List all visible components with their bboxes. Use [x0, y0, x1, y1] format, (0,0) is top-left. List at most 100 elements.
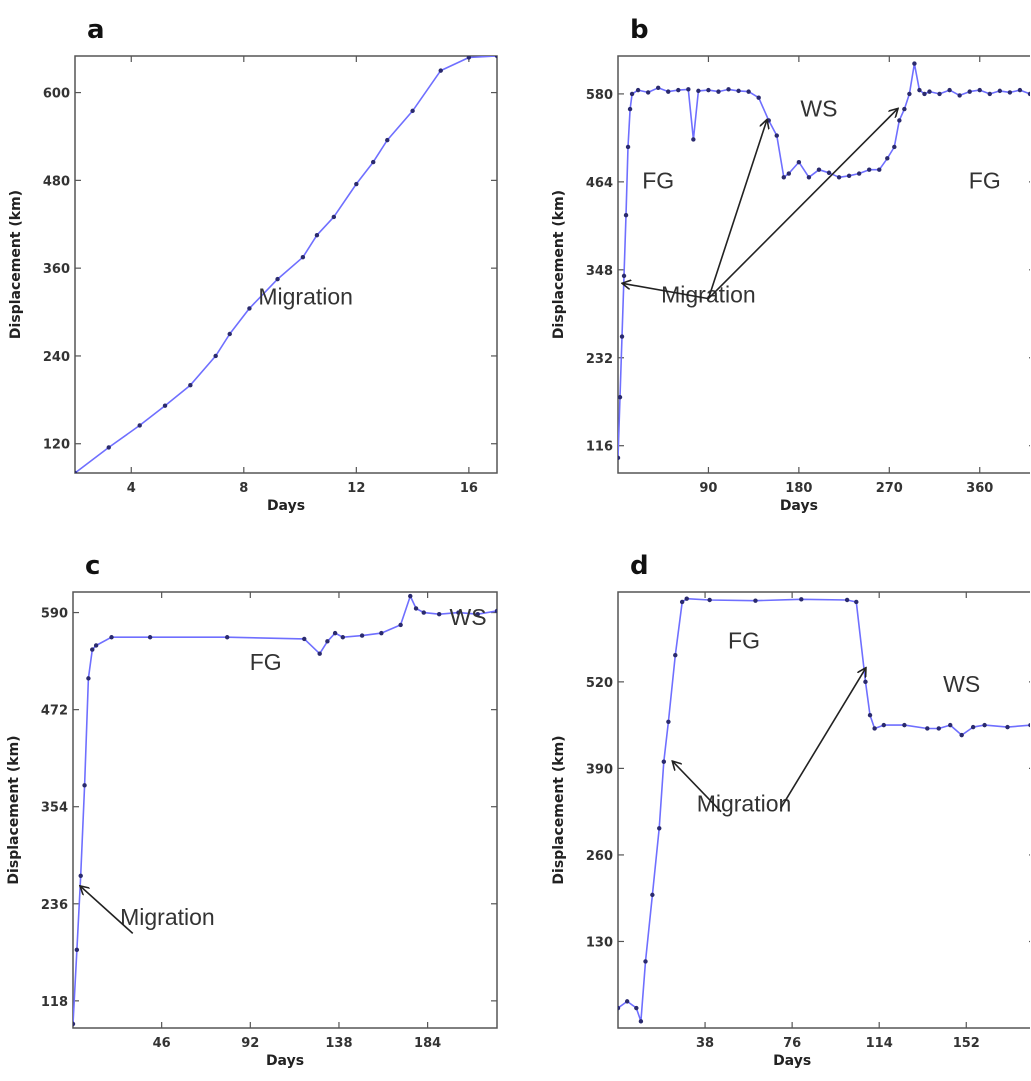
data-point: [109, 635, 114, 640]
data-point: [621, 273, 627, 279]
data-point: [836, 175, 842, 180]
data-point: [645, 90, 651, 95]
x-tick-label: 12: [347, 481, 365, 496]
data-point: [213, 353, 218, 359]
data-point: [421, 610, 426, 615]
y-tick-label: 118: [41, 995, 68, 1010]
data-point: [331, 214, 337, 220]
data-point: [881, 722, 886, 728]
data-point: [332, 630, 338, 636]
panel-label: d: [630, 551, 649, 581]
annotation-arrow: [707, 109, 897, 300]
data-point: [902, 722, 907, 728]
data-point: [618, 1005, 621, 1011]
data-point: [623, 213, 629, 218]
data-point: [413, 606, 419, 611]
data-point: [618, 394, 623, 400]
chart-d: d 38 76 114 152 130 260 390 520 Days Displacement …: [551, 551, 1030, 1069]
y-tick-label: 520: [586, 676, 613, 691]
x-tick-label: 180: [785, 481, 812, 496]
data-point: [872, 726, 877, 731]
data-point: [657, 826, 662, 831]
data-point: [78, 873, 83, 879]
data-point: [635, 87, 641, 93]
annotation-label: FG: [728, 628, 760, 654]
y-tick-label: 390: [586, 762, 613, 777]
data-point: [1027, 91, 1030, 97]
x-axis-label: Days: [266, 1053, 304, 1069]
data-point: [93, 643, 99, 648]
data-point: [643, 959, 648, 964]
data-point: [863, 679, 868, 685]
data-point: [706, 87, 711, 93]
data-point: [676, 87, 681, 93]
data-point: [1005, 724, 1010, 730]
data-point: [959, 732, 964, 738]
data-point: [897, 118, 902, 123]
data-point: [753, 598, 758, 603]
data-point: [885, 156, 890, 161]
x-tick-label: 16: [460, 481, 478, 496]
data-point: [475, 612, 480, 617]
plot-frame: [74, 55, 498, 474]
data-point: [716, 89, 721, 94]
x-tick-label: 90: [699, 481, 717, 496]
data-point: [684, 596, 689, 601]
data-point: [970, 724, 976, 730]
data-point: [456, 610, 461, 615]
data-point: [726, 87, 731, 92]
x-tick-label: 114: [866, 1036, 893, 1051]
data-point: [314, 233, 320, 238]
annotation-label: Migration: [120, 904, 215, 930]
data-point: [673, 653, 678, 658]
data-point: [877, 167, 882, 172]
plot-frame: [617, 55, 1030, 474]
data-point: [86, 676, 91, 681]
y-tick-label: 116: [586, 440, 613, 455]
panel-label: c: [85, 551, 100, 581]
data-point: [902, 106, 907, 112]
x-tick-label: 138: [325, 1036, 352, 1051]
data-point: [494, 56, 497, 59]
data-point: [137, 423, 142, 428]
data-point: [74, 947, 80, 953]
annotation-label: Migration: [661, 281, 756, 307]
y-tick-label: 354: [41, 801, 68, 816]
data-point: [300, 254, 306, 260]
annotation-label: FG: [642, 168, 674, 194]
data-point: [379, 630, 384, 636]
data-point: [912, 61, 917, 66]
data-point: [494, 608, 497, 614]
x-tick-label: 152: [953, 1036, 980, 1051]
data-point: [987, 91, 992, 97]
data-point: [1028, 722, 1030, 728]
data-point: [948, 722, 953, 728]
y-tick-label: 580: [586, 88, 613, 103]
data-point: [247, 306, 252, 311]
y-tick-label: 236: [41, 898, 68, 913]
data-point: [340, 635, 346, 640]
x-tick-label: 270: [876, 481, 903, 496]
annotation-arrow: [779, 669, 866, 809]
data-point: [359, 633, 365, 638]
panel-label: a: [87, 15, 105, 45]
y-tick-label: 260: [586, 849, 613, 864]
panel-c: c 46 92 138 184 118 236 354 472 590 Days Displaceme…: [0, 540, 515, 1080]
data-point: [691, 137, 696, 142]
data-point: [925, 726, 930, 731]
data-point: [967, 89, 972, 94]
y-axis-label: Displacement (km): [551, 735, 567, 884]
data-point: [907, 91, 912, 97]
data-point: [856, 171, 862, 176]
panel-b: b 90 180 270 360 116 232 348 464 580 Days Displacem…: [515, 0, 1030, 540]
x-tick-label: 38: [696, 1036, 714, 1051]
data-point: [666, 89, 671, 94]
x-tick-label: 46: [153, 1036, 171, 1051]
data-point: [867, 712, 873, 718]
data-point: [982, 722, 987, 728]
data-point: [227, 331, 232, 337]
annotation-label: FG: [250, 649, 282, 675]
data-point: [73, 1021, 76, 1027]
data-point: [766, 118, 771, 123]
x-tick-label: 184: [414, 1036, 441, 1051]
